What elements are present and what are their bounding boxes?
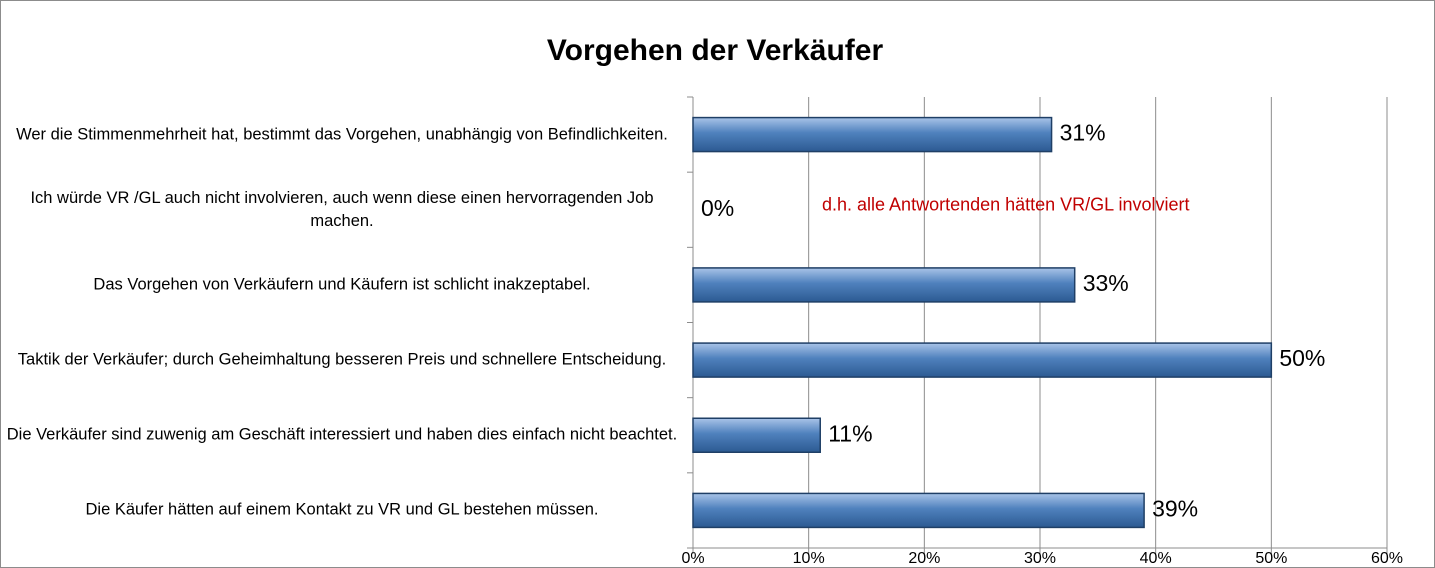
bar	[692, 267, 1076, 303]
x-tick-label: 0%	[681, 550, 704, 567]
category-label: Das Vorgehen von Verkäufern und Käufern …	[93, 275, 591, 294]
x-tick-label: 60%	[1371, 550, 1403, 567]
bar	[692, 492, 1145, 529]
annotation: d.h. alle Antwortenden hätten VR/GL invo…	[822, 195, 1190, 215]
category-label: Die Verkäufer sind zuwenig am Geschäft i…	[6, 425, 678, 444]
x-tick-label: 10%	[793, 550, 825, 567]
value-label: 0%	[701, 195, 734, 221]
bar	[692, 342, 1273, 378]
category-label: Ich würde VR /GL auch nicht involvieren,…	[30, 188, 654, 230]
bar	[692, 417, 821, 453]
x-tick-label: 50%	[1255, 550, 1287, 567]
value-label: 33%	[1083, 270, 1129, 296]
value-label: 11%	[828, 420, 872, 446]
category-label: Taktik der Verkäufer; durch Geheimhaltun…	[17, 350, 667, 369]
value-label: 50%	[1279, 345, 1325, 371]
x-tick-label: 30%	[1024, 550, 1056, 567]
bar	[692, 116, 1053, 153]
x-tick-label: 40%	[1140, 550, 1172, 567]
x-tick-label: 20%	[908, 550, 940, 567]
category-label: Die Käufer hätten auf einem Kontakt zu V…	[85, 500, 599, 519]
chart-title: Vorgehen der Verkäufer	[547, 34, 884, 67]
value-label: 31%	[1060, 120, 1106, 146]
category-label: Wer die Stimmenmehrheit hat, bestimmt da…	[16, 125, 668, 144]
value-label: 39%	[1152, 495, 1198, 521]
